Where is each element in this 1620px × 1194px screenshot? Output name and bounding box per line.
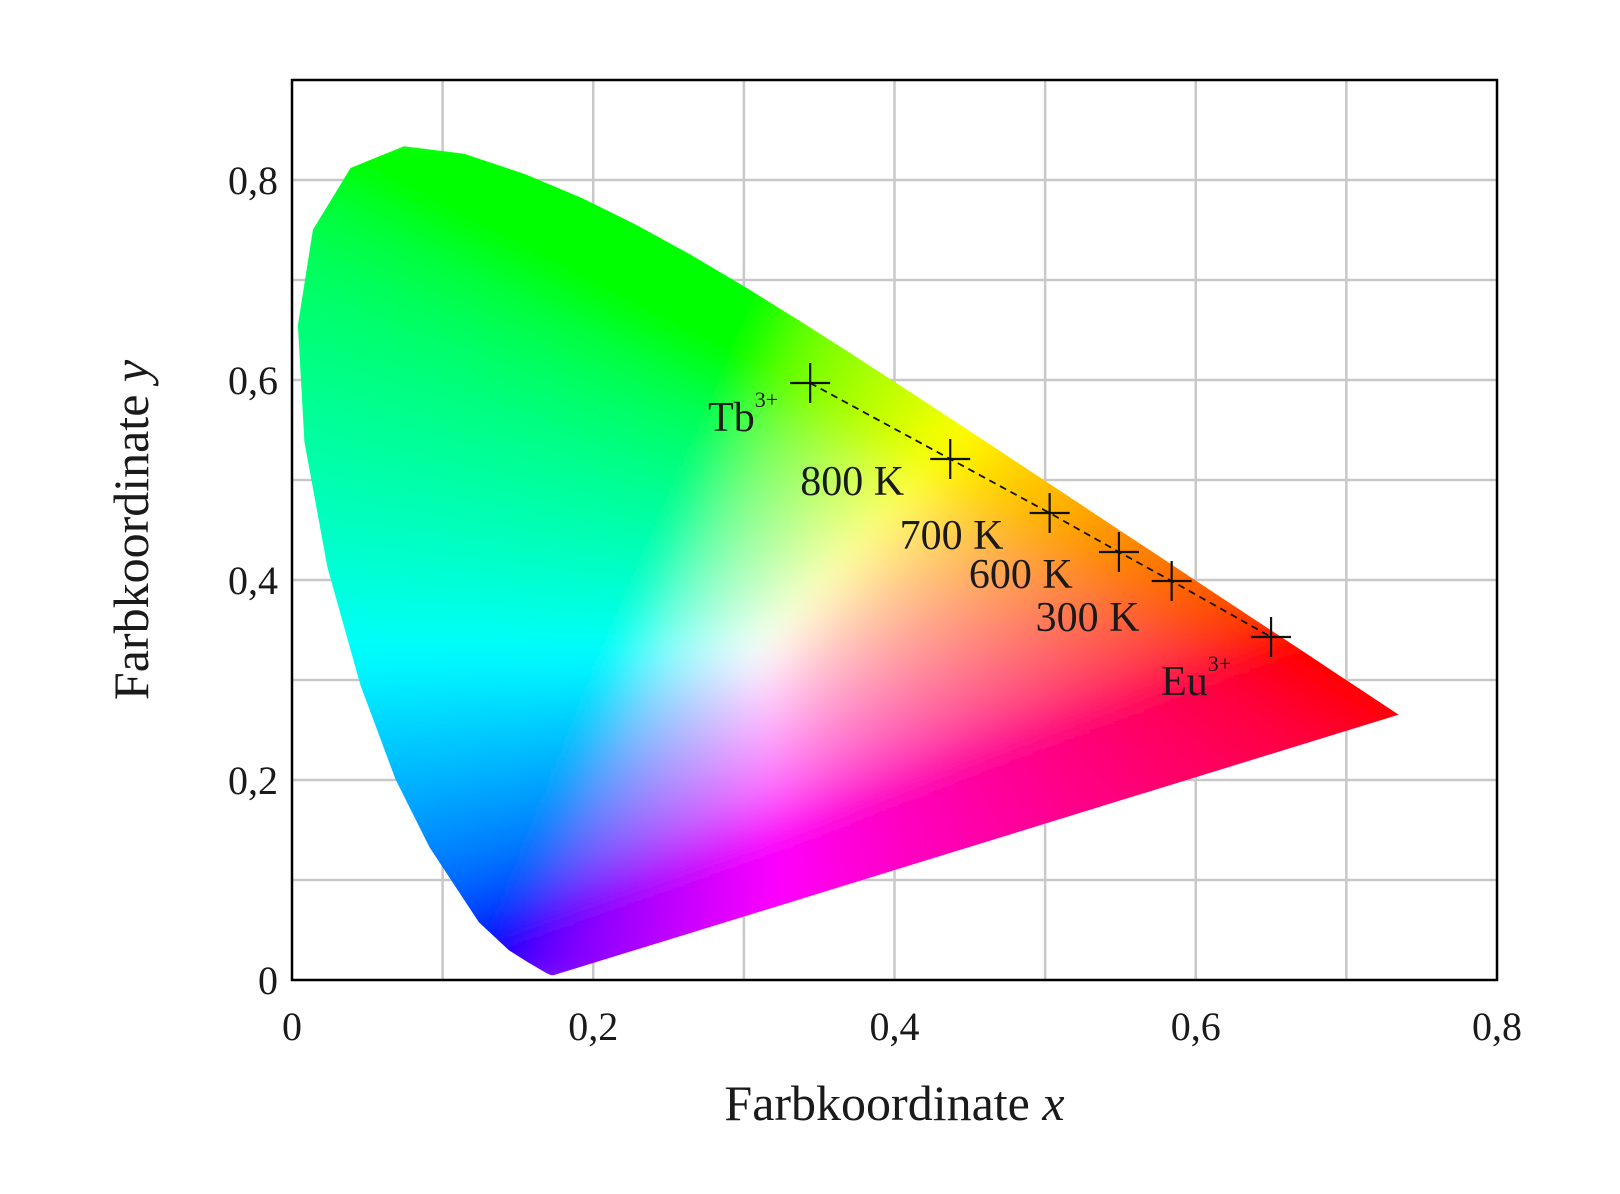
point-label: 700 K xyxy=(900,513,1004,559)
x-tick-label: 0,4 xyxy=(870,1004,920,1049)
data-point xyxy=(1251,617,1292,657)
data-point xyxy=(790,363,831,403)
y-tick-label: 0,8 xyxy=(228,158,278,203)
point-label: 800 K xyxy=(800,459,904,505)
data-point xyxy=(930,439,971,479)
trend-line xyxy=(809,382,1272,638)
y-tick-label: 0,2 xyxy=(228,758,278,803)
y-tick-label: 0,6 xyxy=(228,358,278,403)
data-point xyxy=(1151,561,1192,601)
plot-frame xyxy=(290,78,1499,982)
data-point xyxy=(1098,532,1139,572)
y-tick-label: 0 xyxy=(258,958,278,1003)
spectral-locus xyxy=(297,146,1399,976)
x-tick-label: 0,2 xyxy=(568,1004,618,1049)
data-points xyxy=(790,363,1292,657)
y-axis-ticks: 0 0,2 0,4 0,6 0,8 xyxy=(228,158,278,1003)
x-tick-label: 0,6 xyxy=(1171,1004,1221,1049)
point-label: 600 K xyxy=(969,552,1073,598)
x-axis-label: Farbkoordinate x xyxy=(724,1075,1064,1131)
point-label: 300 K xyxy=(1036,595,1140,641)
y-axis-label: Farbkoordinate y xyxy=(103,359,159,700)
point-label: Tb3+ xyxy=(708,387,778,441)
data-point xyxy=(1029,493,1070,533)
x-tick-label: 0,8 xyxy=(1472,1004,1522,1049)
x-axis-ticks: 0 0,2 0,4 0,6 0,8 xyxy=(282,1004,1522,1049)
y-tick-label: 0,4 xyxy=(228,558,278,603)
point-label: Eu3+ xyxy=(1161,651,1231,705)
x-tick-label: 0 xyxy=(282,1004,302,1049)
